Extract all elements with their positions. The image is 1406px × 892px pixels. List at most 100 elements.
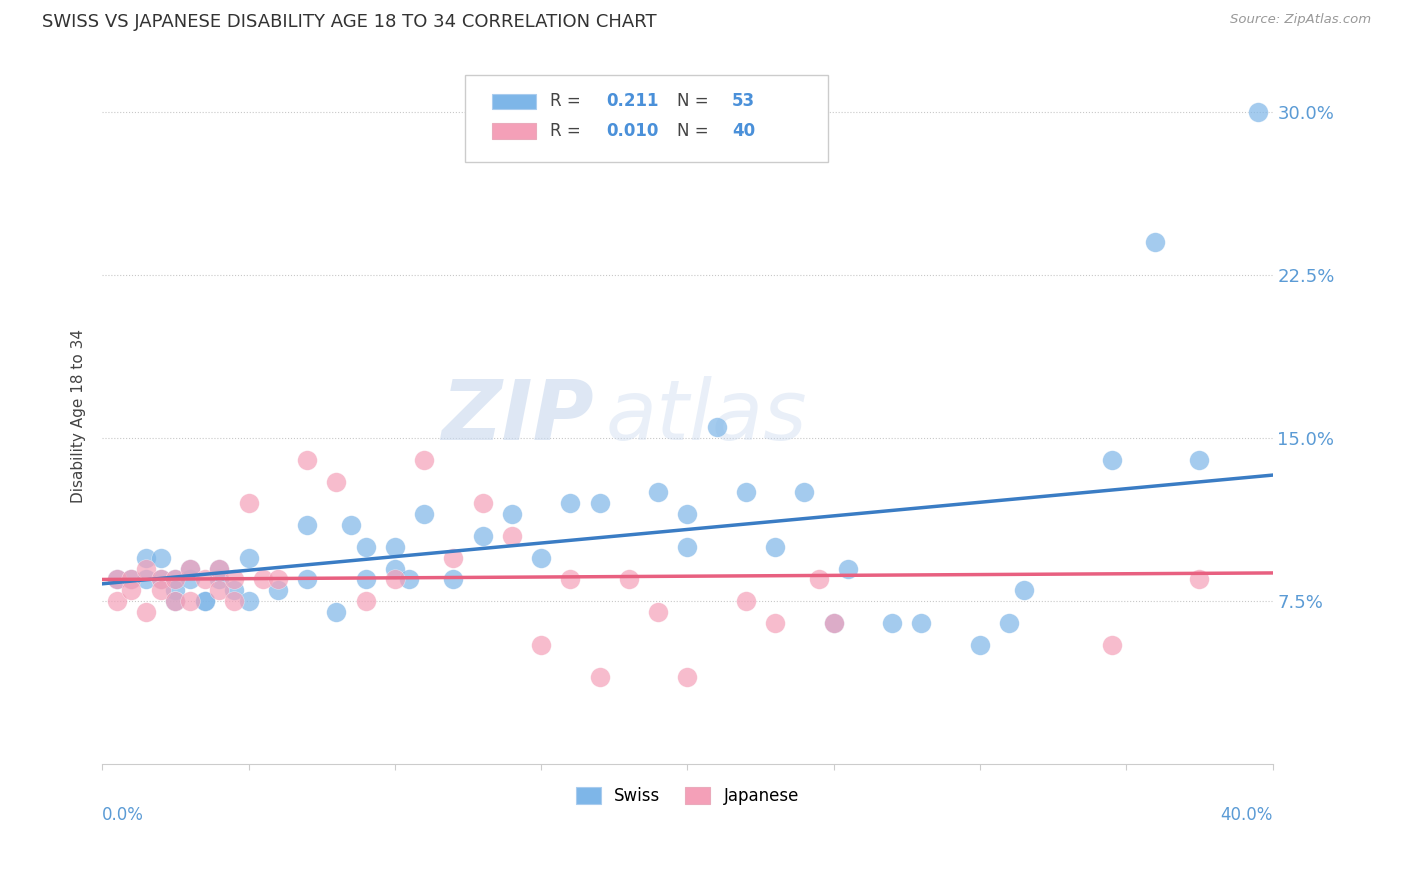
Point [398, 573, 420, 587]
Point [252, 573, 274, 587]
Point [530, 550, 553, 565]
Point [295, 573, 318, 587]
Point [354, 594, 377, 608]
Point [676, 507, 699, 521]
Point [1144, 235, 1167, 250]
Point [165, 573, 187, 587]
Point [763, 615, 786, 630]
Point [208, 583, 231, 598]
Text: SWISS VS JAPANESE DISABILITY AGE 18 TO 34 CORRELATION CHART: SWISS VS JAPANESE DISABILITY AGE 18 TO 3… [42, 13, 657, 31]
Point [441, 573, 464, 587]
Point [165, 594, 187, 608]
Point [647, 485, 669, 500]
Text: R =: R = [550, 122, 586, 140]
FancyBboxPatch shape [465, 76, 828, 162]
Point [793, 485, 815, 500]
Point [295, 518, 318, 533]
Point [222, 594, 245, 608]
Point [222, 573, 245, 587]
Point [706, 420, 728, 434]
Point [105, 573, 128, 587]
Point [560, 496, 582, 510]
Point [149, 550, 172, 565]
Point [238, 496, 260, 510]
Point [194, 594, 217, 608]
Point [354, 573, 377, 587]
Point [384, 540, 406, 554]
Point [1012, 583, 1035, 598]
Point [384, 573, 406, 587]
Text: Source: ZipAtlas.com: Source: ZipAtlas.com [1230, 13, 1371, 27]
Point [165, 583, 187, 598]
Point [354, 540, 377, 554]
Point [149, 573, 172, 587]
Point [676, 540, 699, 554]
Point [165, 594, 187, 608]
Point [471, 496, 494, 510]
Point [471, 529, 494, 543]
Point [384, 561, 406, 575]
Point [837, 561, 859, 575]
Point [179, 594, 201, 608]
Legend: Swiss, Japanese: Swiss, Japanese [569, 780, 806, 812]
Point [179, 573, 201, 587]
Point [121, 573, 143, 587]
Point [413, 453, 436, 467]
FancyBboxPatch shape [492, 123, 537, 139]
Text: 0.010: 0.010 [606, 122, 659, 140]
Point [105, 594, 128, 608]
Point [340, 518, 363, 533]
Point [1188, 453, 1211, 467]
Point [823, 615, 845, 630]
Point [501, 507, 523, 521]
Point [295, 453, 318, 467]
Point [1247, 105, 1270, 120]
Text: ZIP: ZIP [441, 376, 593, 457]
Y-axis label: Disability Age 18 to 34: Disability Age 18 to 34 [72, 329, 86, 503]
Point [735, 594, 758, 608]
Text: 40: 40 [733, 122, 755, 140]
Point [238, 550, 260, 565]
Point [325, 475, 347, 489]
Point [121, 583, 143, 598]
Point [998, 615, 1021, 630]
Point [194, 594, 217, 608]
Point [1101, 453, 1123, 467]
Point [222, 583, 245, 598]
Point [267, 583, 290, 598]
Point [1188, 573, 1211, 587]
Point [969, 638, 991, 652]
Point [763, 540, 786, 554]
Point [238, 594, 260, 608]
Point [910, 615, 932, 630]
Point [588, 496, 610, 510]
FancyBboxPatch shape [492, 94, 537, 109]
Point [135, 561, 157, 575]
Point [647, 605, 669, 619]
Point [530, 638, 553, 652]
Point [135, 573, 157, 587]
Text: 0.211: 0.211 [606, 92, 659, 111]
Point [823, 615, 845, 630]
Point [501, 529, 523, 543]
Text: N =: N = [676, 92, 714, 111]
Point [179, 561, 201, 575]
Point [617, 573, 640, 587]
Text: 40.0%: 40.0% [1220, 806, 1272, 824]
Point [194, 573, 217, 587]
Text: N =: N = [676, 122, 714, 140]
Point [179, 561, 201, 575]
Point [135, 605, 157, 619]
Point [1101, 638, 1123, 652]
Point [121, 573, 143, 587]
Point [588, 670, 610, 684]
Point [267, 573, 290, 587]
Point [325, 605, 347, 619]
Point [413, 507, 436, 521]
Text: 0.0%: 0.0% [103, 806, 143, 824]
Point [676, 670, 699, 684]
Point [735, 485, 758, 500]
Text: 53: 53 [733, 92, 755, 111]
Point [208, 561, 231, 575]
Point [105, 573, 128, 587]
